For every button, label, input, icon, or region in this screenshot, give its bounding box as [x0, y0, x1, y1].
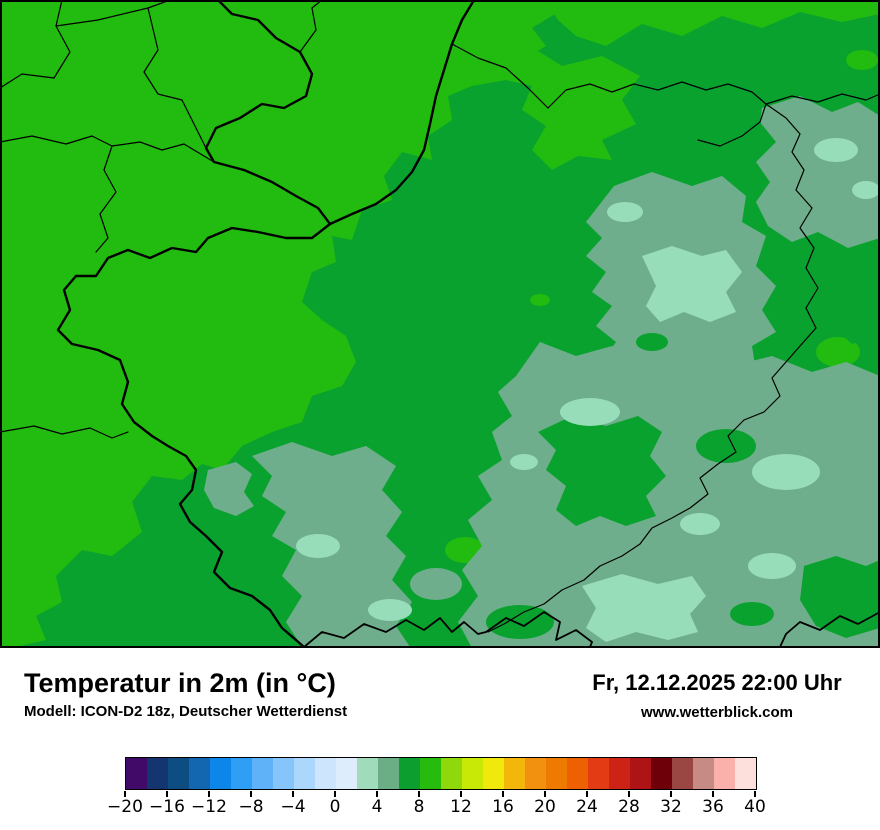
colorbar-segment	[693, 758, 714, 789]
colorbar-tick-mark	[124, 791, 126, 797]
colorbar-tick-mark	[502, 791, 504, 797]
colorbar-tick-label: 4	[371, 797, 383, 817]
colorbar-segment	[189, 758, 210, 789]
colorbar-tick-label: −20	[107, 797, 143, 817]
colorbar-tick-mark	[208, 791, 210, 797]
colorbar-segment	[630, 758, 651, 789]
temperature-map-svg	[0, 0, 880, 648]
colorbar-tick-mark	[628, 791, 630, 797]
colorbar-segment	[735, 758, 756, 789]
colorbar-segment	[252, 758, 273, 789]
colorbar-tick-mark	[334, 791, 336, 797]
colorbar-segment	[231, 758, 252, 789]
colorbar-segment	[588, 758, 609, 789]
colorbar-tick-mark	[754, 791, 756, 797]
colorbar-segment	[378, 758, 399, 789]
colorbar-tick-mark	[166, 791, 168, 797]
website-label: www.wetterblick.com	[641, 704, 793, 721]
valid-datetime: Fr, 12.12.2025 22:00 Uhr	[592, 670, 842, 695]
colorbar-segment	[609, 758, 630, 789]
colorbar-tick-mark	[418, 791, 420, 797]
map-title: Temperatur in 2m (in °C)	[24, 668, 336, 698]
colorbar-segment	[441, 758, 462, 789]
colorbar-tick-label: 12	[450, 797, 472, 817]
colorbar-tick-label: 16	[492, 797, 514, 817]
colorbar-segment	[714, 758, 735, 789]
colorbar-tick-mark	[544, 791, 546, 797]
colorbar-tick-label: −4	[280, 797, 306, 817]
temperature-colorbar	[125, 757, 757, 790]
temperature-map: OchtrupLübbeckeBielefeldMünsterBorkenKle…	[0, 0, 880, 813]
map-frame	[0, 0, 880, 648]
colorbar-segment	[147, 758, 168, 789]
colorbar-tick-label: 0	[329, 797, 341, 817]
colorbar-tick-mark	[586, 791, 588, 797]
colorbar-tick-mark	[250, 791, 252, 797]
colorbar-tick-mark	[670, 791, 672, 797]
colorbar-segment	[504, 758, 525, 789]
colorbar-tick-label: −16	[149, 797, 185, 817]
colorbar-tick-mark	[460, 791, 462, 797]
colorbar-segment	[525, 758, 546, 789]
colorbar-segment	[210, 758, 231, 789]
colorbar-tick-label: −12	[191, 797, 227, 817]
colorbar-tick-label: 8	[413, 797, 425, 817]
colorbar-segment	[546, 758, 567, 789]
model-info: Modell: ICON-D2 18z, Deutscher Wetterdie…	[24, 703, 348, 720]
colorbar-segment	[168, 758, 189, 789]
colorbar-tick-mark	[292, 791, 294, 797]
colorbar-tick-label: 20	[534, 797, 556, 817]
colorbar-tick-mark	[376, 791, 378, 797]
colorbar-segment	[294, 758, 315, 789]
colorbar-tick-label: 28	[618, 797, 640, 817]
colorbar-tick-label: 24	[576, 797, 598, 817]
colorbar-segment	[672, 758, 693, 789]
colorbar-segment	[420, 758, 441, 789]
colorbar-segment	[567, 758, 588, 789]
colorbar-tick-label: 40	[744, 797, 766, 817]
colorbar-segment	[315, 758, 336, 789]
colorbar-tick-label: 36	[702, 797, 724, 817]
colorbar-tick-label: 32	[660, 797, 682, 817]
colorbar-segment	[462, 758, 483, 789]
colorbar-segment	[273, 758, 294, 789]
colorbar-segment	[357, 758, 378, 789]
colorbar-segment	[126, 758, 147, 789]
colorbar-segment	[651, 758, 672, 789]
colorbar-tick-label: −8	[238, 797, 264, 817]
colorbar-tick-mark	[712, 791, 714, 797]
colorbar-segment	[336, 758, 357, 789]
colorbar-segment	[399, 758, 420, 789]
caption-area: Temperatur in 2m (in °C) Modell: ICON-D2…	[0, 648, 880, 830]
colorbar-segment	[483, 758, 504, 789]
